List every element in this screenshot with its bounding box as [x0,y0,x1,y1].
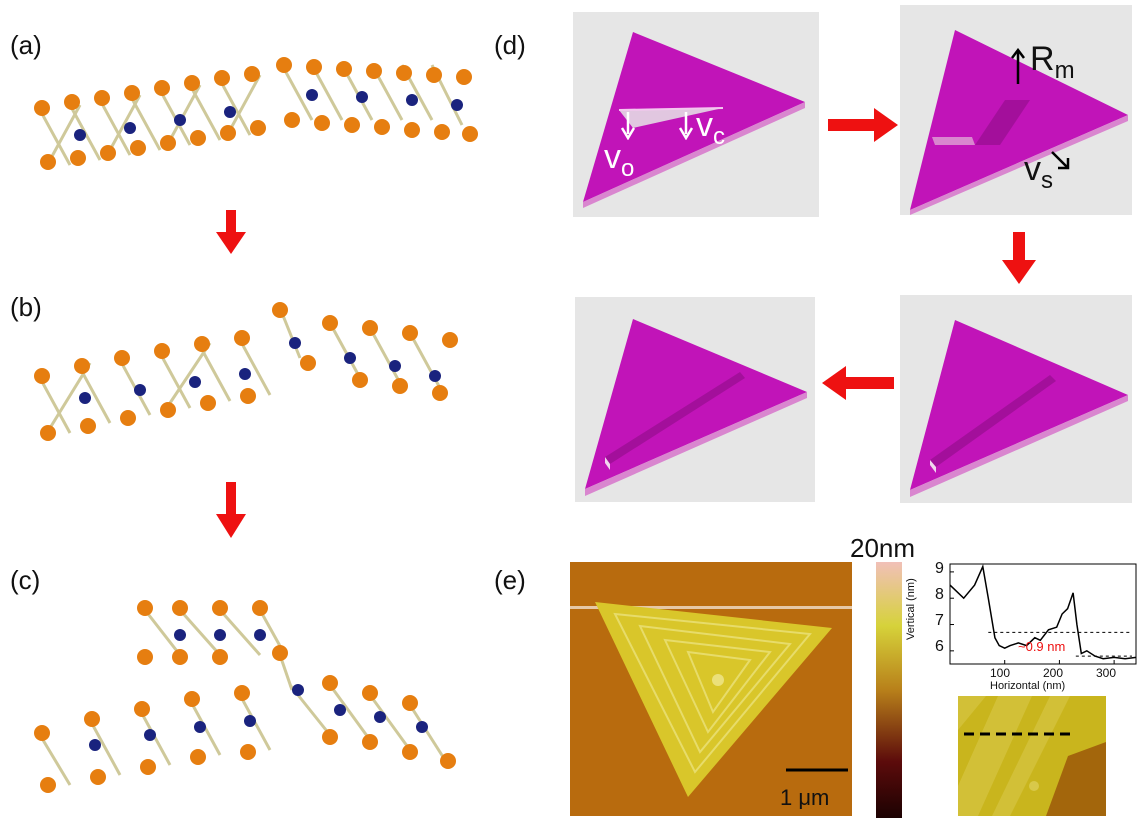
growth-step-4 [575,297,815,502]
panel-label-e: (e) [494,565,526,595]
height-profile-plot [949,563,1137,665]
mos2-flake-c [34,600,456,793]
mos2-flake-left-a [34,66,266,170]
growth-step-1 [573,12,819,217]
scale-bar-label: 1 μm [780,785,830,810]
afm-zoom-inset [958,696,1106,816]
v-c-label: vc [696,106,725,150]
v-o-arrow-icon [620,112,636,140]
v-s-label: vs [1024,150,1053,194]
panel-label-b: (b) [10,292,42,322]
v-c-arrow-icon [678,112,694,140]
y-tick-8: 8 [935,586,944,603]
step-height-label: ~0.9 nm [1018,639,1066,654]
r-m-label: Rm [1030,40,1075,84]
colorbar [876,562,902,818]
v-o-label: vo [604,138,635,182]
y-tick-6: 6 [935,638,944,655]
x-tick-300: 300 [1096,666,1117,680]
v-s-arrow-icon [1051,151,1070,170]
r-m-arrow-icon [1011,48,1025,84]
arrow-d2-to-d3 [1002,232,1036,284]
mos2-flake-right-a [276,57,478,142]
growth-step-3 [900,295,1132,503]
arrow-d1-to-d2 [828,108,898,142]
profile-ylabel: Vertical (nm) [905,578,917,640]
arrow-a-to-b [216,210,246,254]
y-tick-9: 9 [935,560,944,577]
x-tick-100: 100 [990,666,1011,680]
arrow-d3-to-d4 [822,366,894,400]
arrow-b-to-c [216,482,246,538]
profile-series-line [949,564,1137,660]
panel-label-c: (c) [10,565,41,595]
colorbar-max-label: 20nm [850,533,916,563]
panel-label-d: (d) [494,30,526,60]
growth-step-2 [900,5,1132,215]
afm-height-image [570,562,852,816]
y-tick-7: 7 [935,612,944,629]
mos2-flake-b [34,302,458,441]
panel-label-a: (a) [10,30,42,60]
x-tick-200: 200 [1043,666,1064,680]
profile-xlabel: Horizontal (nm) [990,680,1066,692]
